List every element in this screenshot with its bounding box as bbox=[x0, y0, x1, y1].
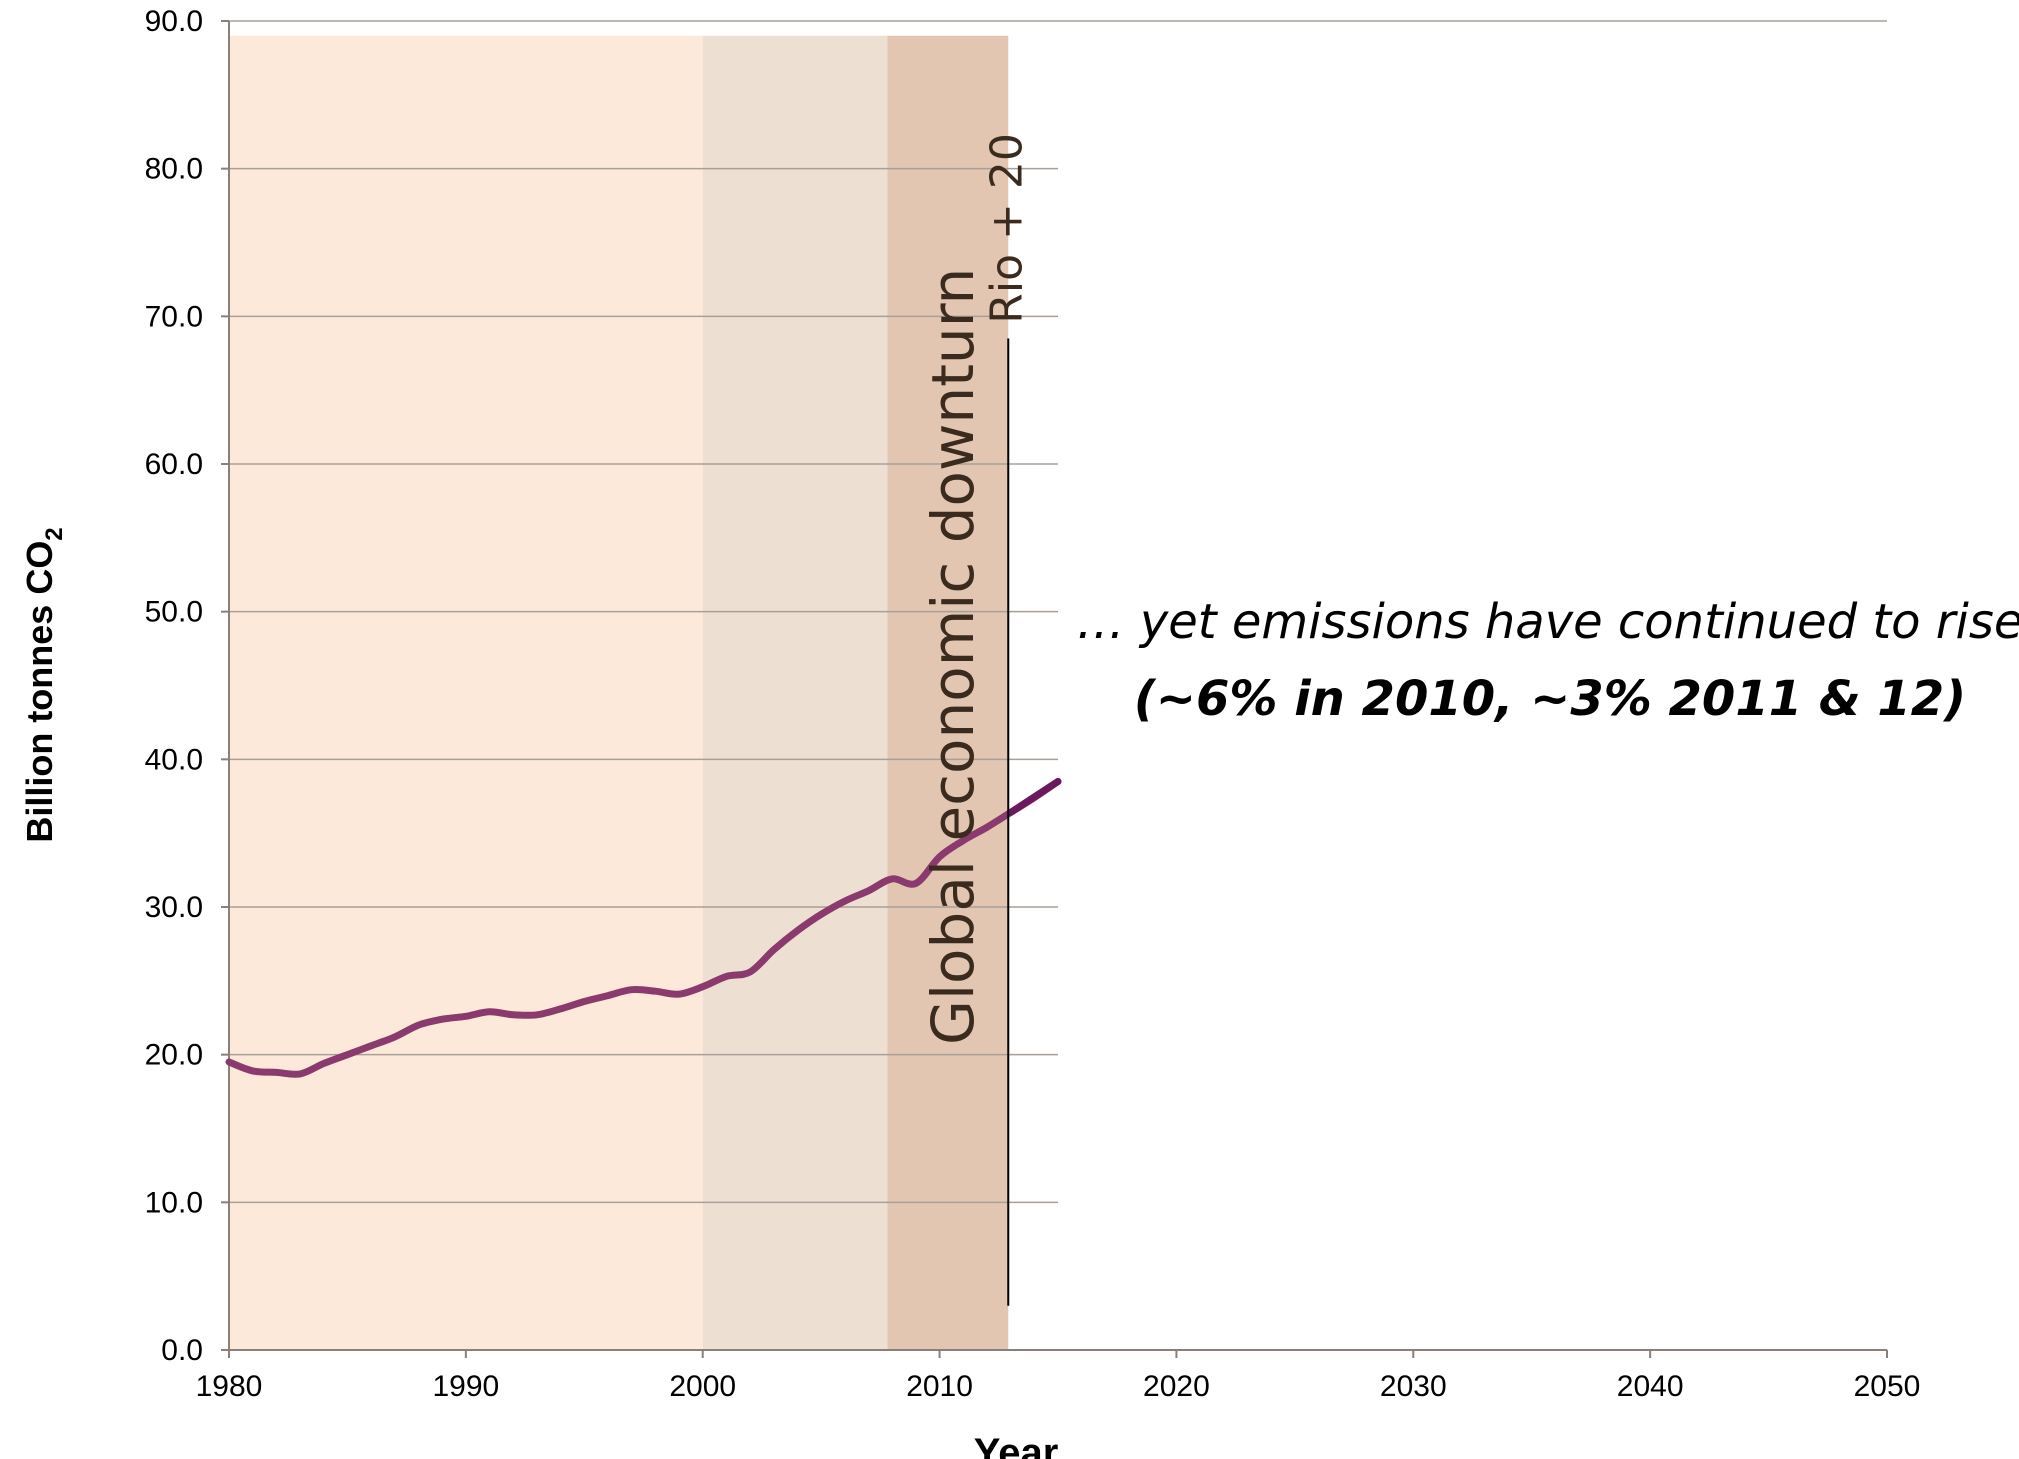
x-tick-label-5: 2030 bbox=[1380, 1370, 1447, 1403]
x-axis-title: Year bbox=[974, 1431, 1059, 1459]
axes bbox=[228, 21, 1887, 1351]
y-tick-label-3: 30.0 bbox=[145, 891, 203, 924]
downturn-annotation: Global economic downturn bbox=[919, 268, 987, 1045]
emissions-rate-annotation: (~6% in 2010, ~3% 2011 & 12) bbox=[1134, 671, 1966, 727]
emissions-rise-annotation: … yet emissions have continued to rise bbox=[1077, 594, 2019, 650]
series-group bbox=[225, 777, 1062, 1078]
y-tick-label-1: 10.0 bbox=[145, 1186, 203, 1219]
period-bands bbox=[229, 35, 1009, 1350]
y-tick-labels: 0.0 10.0 20.0 30.0 40.0 50.0 60.0 70.0 80.0 90.0 bbox=[145, 5, 229, 1367]
marker-group: Rio + 20 bbox=[981, 133, 1032, 1306]
marker-label-1: Rio + 20 bbox=[981, 133, 1032, 324]
emissions-series-end bbox=[1007, 777, 1062, 816]
y-tick-label-6: 60.0 bbox=[145, 448, 203, 481]
x-tick-label-6: 2040 bbox=[1617, 1370, 1684, 1403]
y-tick-label-9: 90.0 bbox=[145, 5, 203, 38]
y-axis-title-subscript: 2 bbox=[41, 527, 68, 540]
y-tick-label-8: 80.0 bbox=[145, 153, 203, 186]
x-tick-label-2: 2000 bbox=[669, 1370, 736, 1403]
emissions-series-line bbox=[225, 778, 1062, 1078]
x-tick-label-4: 2020 bbox=[1143, 1370, 1210, 1403]
period-band-3 bbox=[887, 35, 1009, 1350]
y-tick-label-2: 20.0 bbox=[145, 1039, 203, 1072]
y-tick-label-7: 70.0 bbox=[145, 300, 203, 333]
x-tick-label-3: 2010 bbox=[906, 1370, 973, 1403]
x-tick-label-1: 1990 bbox=[432, 1370, 499, 1403]
y-tick-label-0: 0.0 bbox=[161, 1334, 203, 1367]
period-band-1 bbox=[229, 35, 703, 1350]
x-tick-label-0: 1980 bbox=[196, 1370, 263, 1403]
y-axis-title: Billion tonnes CO2 bbox=[19, 527, 68, 842]
x-tick-labels: 1980 1990 2000 2010 2020 2030 2040 2050 bbox=[196, 1350, 1921, 1403]
gridlines bbox=[229, 20, 1887, 1204]
y-tick-label-4: 40.0 bbox=[145, 743, 203, 776]
y-tick-label-5: 50.0 bbox=[145, 596, 203, 629]
y-axis-title-main: Billion tonnes CO bbox=[19, 541, 60, 843]
x-tick-label-7: 2050 bbox=[1854, 1370, 1921, 1403]
period-band-2 bbox=[702, 35, 888, 1350]
